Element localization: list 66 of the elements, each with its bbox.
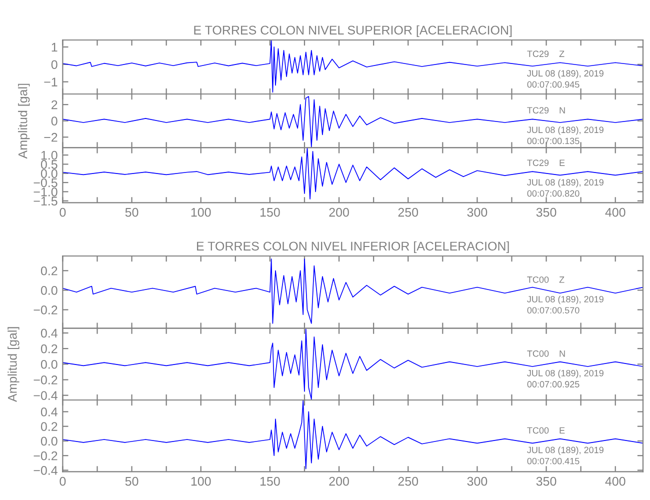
x-tick-label: 200 xyxy=(329,208,349,217)
annotation: JUL 08 (189), 2019 xyxy=(527,446,604,455)
x-tick-label: 300 xyxy=(467,476,488,486)
y-tick-label: 0.5 xyxy=(40,160,58,169)
x-tick-label: 150 xyxy=(260,476,280,486)
annotation: JUL 08 (189), 2019 xyxy=(527,126,604,135)
y-tick-label: 1.0 xyxy=(41,150,58,160)
y-tick-label: 0.4 xyxy=(40,408,58,416)
annotation: 00:07:00.135 xyxy=(527,138,580,144)
x-tick-label: 150 xyxy=(260,208,280,217)
annotation: 00:07:00.945 xyxy=(527,81,580,88)
y-tick-label: 0.2 xyxy=(40,266,58,276)
y-tick-label: −0.5 xyxy=(34,178,58,188)
y-tick-label: −0.2 xyxy=(34,306,58,314)
y-tick-label: −0.4 xyxy=(34,466,58,475)
y-axis-title: Amplitud [gal] xyxy=(18,84,30,159)
y-tick-label: 1 xyxy=(52,42,58,52)
x-tick-label: 400 xyxy=(605,208,626,217)
y-tick-label: 0 xyxy=(51,60,58,70)
chart-title: E TORRES COLON NIVEL SUPERIOR [ACELERACION] xyxy=(194,25,512,38)
x-tick-label: 100 xyxy=(191,476,211,486)
annotation: 00:07:00.820 xyxy=(527,190,580,197)
line-series xyxy=(62,258,643,324)
annotation: TC29 N xyxy=(527,107,565,114)
x-tick-label: 200 xyxy=(329,476,349,486)
y-tick-label: 0.0 xyxy=(40,360,58,369)
x-tick-label: 50 xyxy=(125,476,138,486)
y-tick-label: 0.0 xyxy=(40,286,58,295)
y-tick-label: 0.2 xyxy=(40,422,58,431)
y-tick-label: −1.0 xyxy=(34,188,58,196)
y-axis-title: Amplitud [gal] xyxy=(8,327,20,402)
y-tick-label: −1 xyxy=(44,78,58,86)
annotation: JUL 08 (189), 2019 xyxy=(527,370,604,378)
y-tick-label: −2 xyxy=(44,132,58,142)
x-tick-label: 300 xyxy=(467,208,488,217)
x-tick-label: 50 xyxy=(125,208,138,217)
y-tick-label: −1.5 xyxy=(34,196,58,206)
annotation: JUL 08 (189), 2019 xyxy=(527,296,604,304)
annotation: 00:07:00.925 xyxy=(527,381,580,388)
annotation: 00:07:00.415 xyxy=(527,458,580,464)
x-tick-label: 400 xyxy=(605,476,626,486)
y-tick-label: 0.0 xyxy=(40,436,58,446)
y-tick-label: −0.2 xyxy=(34,451,58,460)
x-tick-label: 350 xyxy=(536,208,556,217)
x-tick-label: 100 xyxy=(191,208,211,217)
y-tick-label: 0.4 xyxy=(40,328,58,338)
annotation: TC00 N xyxy=(527,350,565,357)
annotation: 00:07:00.570 xyxy=(527,307,580,314)
y-tick-label: 0.0 xyxy=(40,169,58,178)
x-tick-label: 250 xyxy=(398,476,418,486)
annotation: TC29 E xyxy=(527,160,565,166)
chart-title: E TORRES COLON NIVEL INFERIOR [ACELERACION] xyxy=(197,241,509,254)
annotation: JUL 08 (189), 2019 xyxy=(527,178,604,188)
y-tick-label: −0.2 xyxy=(34,376,58,384)
annotation: TC00 Z xyxy=(527,276,564,283)
x-tick-label: 0 xyxy=(60,476,66,486)
annotation: TC00 E xyxy=(527,427,565,434)
x-tick-label: 0 xyxy=(60,208,66,217)
y-tick-label: −0.4 xyxy=(34,391,58,400)
annotation: TC29 Z xyxy=(527,50,564,58)
y-tick-label: 0 xyxy=(51,116,58,126)
y-tick-label: 0.2 xyxy=(40,344,58,354)
x-tick-label: 250 xyxy=(398,208,418,217)
annotation: JUL 08 (189), 2019 xyxy=(527,70,604,78)
x-tick-label: 350 xyxy=(536,476,556,486)
y-tick-label: 2 xyxy=(52,100,58,110)
